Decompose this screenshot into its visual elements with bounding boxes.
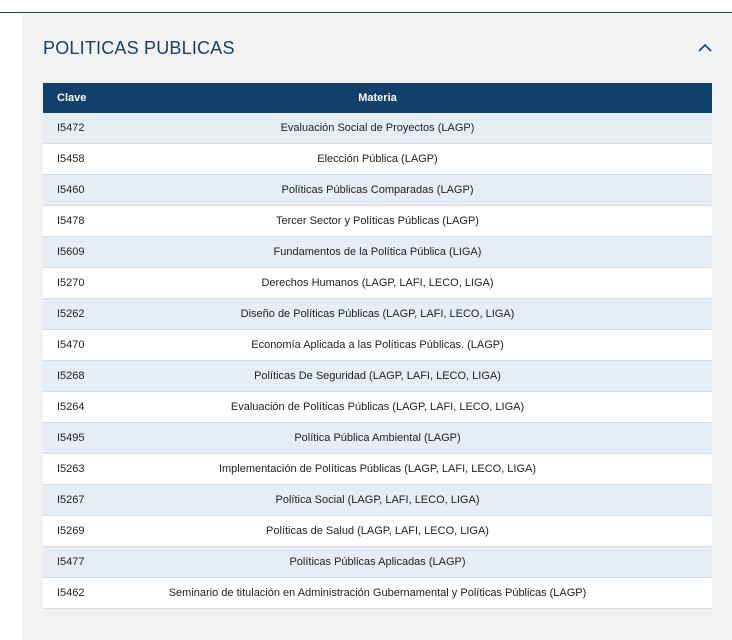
table-row: I5609 Fundamentos de la Política Pública … [43,236,712,268]
cell-materia: Elección Pública (LAGP) [111,143,712,175]
subjects-table: Clave Materia I5472 Evaluación Social de … [43,83,712,609]
table-row: I5267 Política Social (LAGP, LAFI, LECO, … [43,484,712,516]
cell-clave: I5267 [43,484,111,516]
table-row: I5270 Derechos Humanos (LAGP, LAFI, LECO,… [43,267,712,299]
cell-clave: I5477 [43,546,111,578]
cell-materia: Política Social (LAGP, LAFI, LECO, LIGA) [111,484,712,516]
cell-materia: Políticas Públicas Aplicadas (LAGP) [111,546,712,578]
section-title: POLITICAS PUBLICAS [43,38,235,58]
table-row: I5263 Implementación de Políticas Pública… [43,453,712,485]
table-row: I5470 Economía Aplicada a las Políticas P… [43,329,712,361]
table-row: I5462 Seminario de titulación en Administ… [43,577,712,609]
table-row: I5477 Políticas Públicas Aplicadas (LAGP) [43,546,712,578]
cell-materia: Diseño de Políticas Públicas (LAGP, LAFI… [111,298,712,330]
header-materia: Materia [358,92,397,104]
table-row: I5472 Evaluación Social de Proyectos (LAG… [43,113,712,144]
cell-clave: I5609 [43,236,111,268]
cell-materia: Políticas De Seguridad (LAGP, LAFI, LECO… [111,360,712,392]
table-row: I5495 Política Pública Ambiental (LAGP) [43,422,712,454]
chevron-up-icon[interactable] [697,40,713,56]
cell-clave: I5263 [43,453,111,485]
table-row: I5478 Tercer Sector y Políticas Públicas … [43,205,712,237]
subjects-table-wrapper: Clave Materia I5472 Evaluación Social de … [43,83,712,609]
cell-materia: Fundamentos de la Política Pública (LIGA… [111,236,712,268]
cell-clave: I5264 [43,391,111,423]
cell-clave: I5478 [43,205,111,237]
cell-clave: I5460 [43,174,111,206]
cell-clave: I5470 [43,329,111,361]
cell-materia: Implementación de Políticas Públicas (LA… [111,453,712,485]
cell-materia: Políticas Públicas Comparadas (LAGP) [111,174,712,206]
table-row: I5269 Políticas de Salud (LAGP, LAFI, LEC… [43,515,712,547]
cell-materia: Economía Aplicada a las Políticas Públic… [111,329,712,361]
cell-materia: Políticas de Salud (LAGP, LAFI, LECO, LI… [111,515,712,547]
cell-materia: Seminario de titulación en Administració… [111,577,712,609]
top-divider [0,12,732,13]
cell-materia: Derechos Humanos (LAGP, LAFI, LECO, LIGA… [111,267,712,299]
accordion-header[interactable]: POLITICAS PUBLICAS [43,34,715,64]
cell-clave: I5458 [43,143,111,175]
table-row: I5264 Evaluación de Políticas Públicas (L… [43,391,712,423]
table-header-row: Clave Materia [43,83,712,113]
cell-clave: I5462 [43,577,111,609]
cell-materia: Política Pública Ambiental (LAGP) [111,422,712,454]
table-row: I5268 Políticas De Seguridad (LAGP, LAFI,… [43,360,712,392]
cell-clave: I5262 [43,298,111,330]
table-row: I5458 Elección Pública (LAGP) [43,143,712,175]
cell-clave: I5269 [43,515,111,547]
cell-materia: Evaluación Social de Proyectos (LAGP) [111,113,712,144]
cell-clave: I5495 [43,422,111,454]
cell-materia: Evaluación de Políticas Públicas (LAGP, … [111,391,712,423]
table-row: I5262 Diseño de Políticas Públicas (LAGP,… [43,298,712,330]
cell-clave: I5472 [43,113,111,144]
cell-materia: Tercer Sector y Políticas Públicas (LAGP… [111,205,712,237]
cell-clave: I5270 [43,267,111,299]
table-row: I5460 Políticas Públicas Comparadas (LAGP… [43,174,712,206]
cell-clave: I5268 [43,360,111,392]
header-clave: Clave [57,92,87,104]
